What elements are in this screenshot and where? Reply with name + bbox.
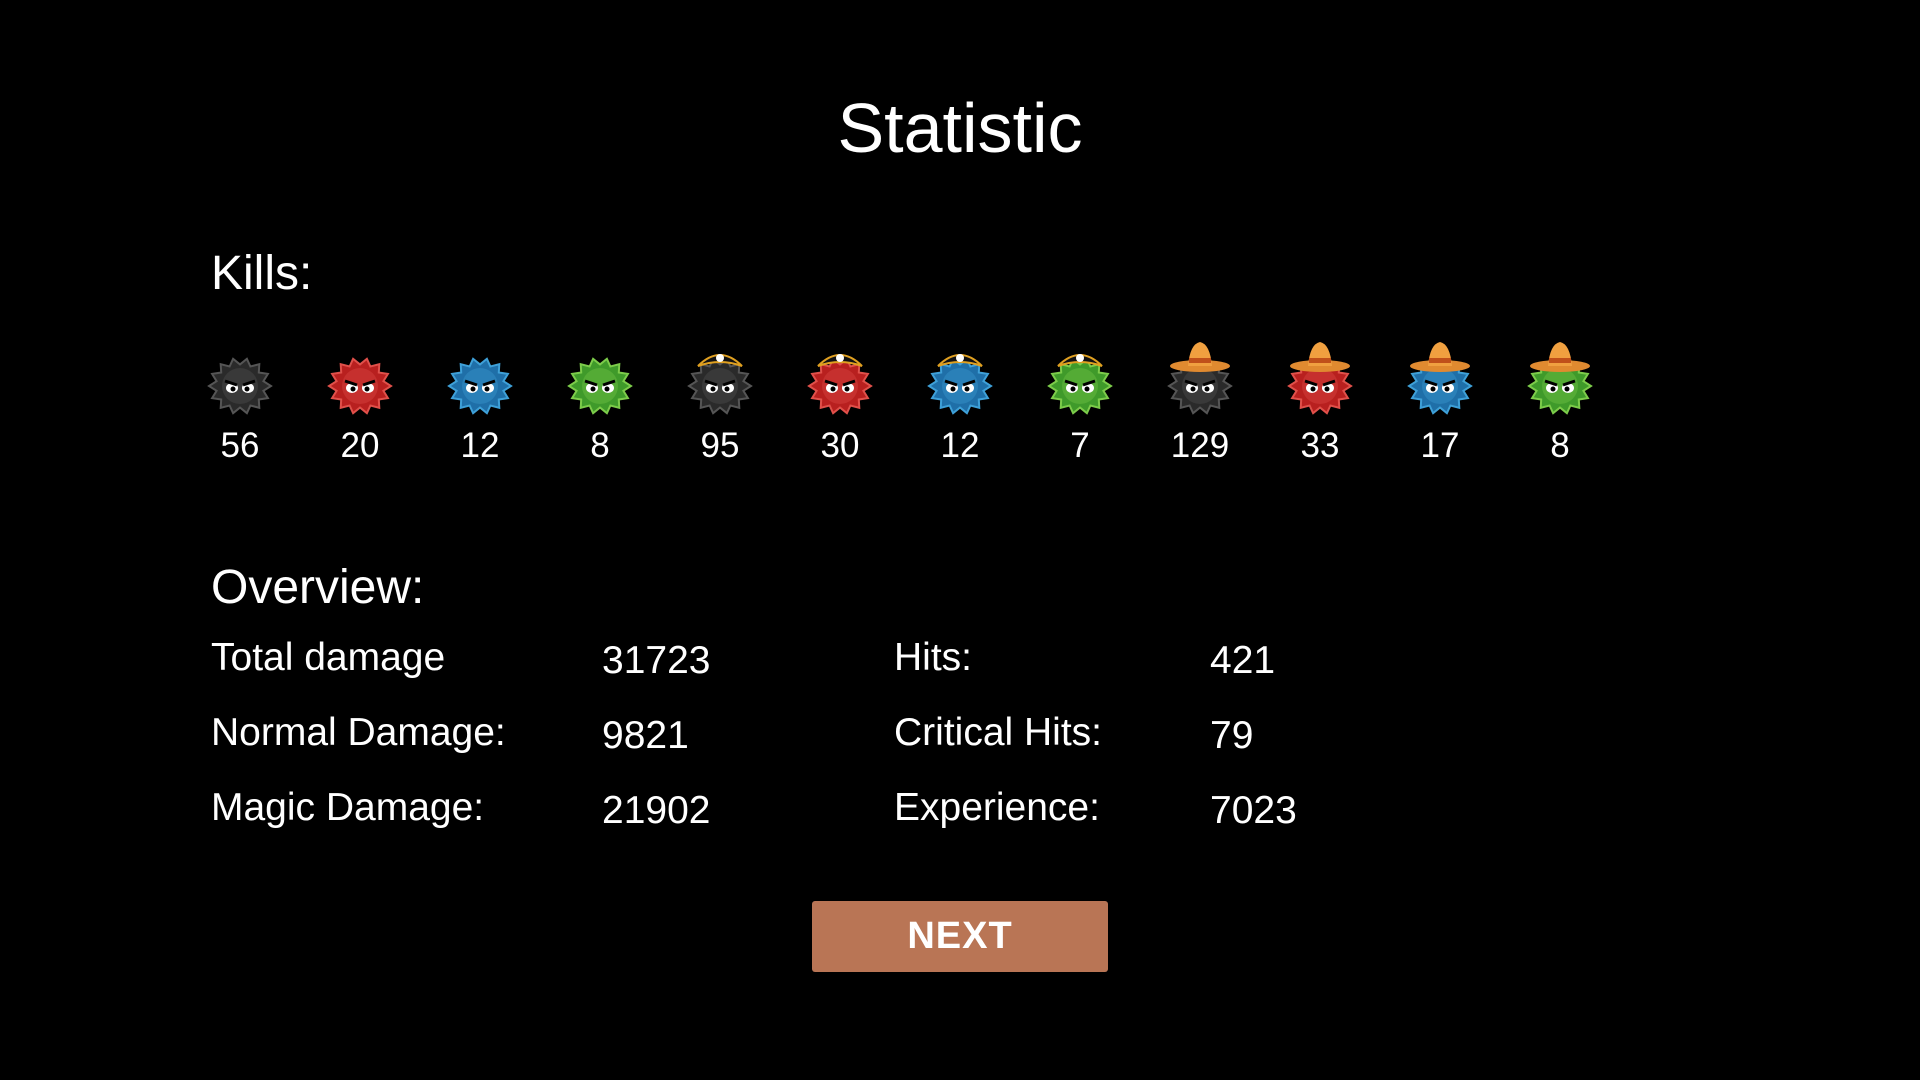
stat-label: Critical Hits: [894,711,1103,754]
stat-label: Magic Damage: [211,786,485,829]
kill-count: 12 [460,426,500,465]
monster-icon [687,354,753,415]
kill-count: 17 [1420,426,1460,465]
monster-icon [567,357,633,415]
monster-icon [1047,354,1113,415]
monster-icon [927,354,993,415]
monster-icon [1407,342,1473,415]
section-heading: Kills: [211,247,313,300]
section-heading: Overview: [211,561,425,614]
stat-value: 79 [1210,714,1254,757]
kill-count: 12 [940,426,980,465]
monster-icon [1167,342,1233,415]
stat-label: Hits: [894,636,972,679]
monster-icon [207,357,273,415]
kill-count: 33 [1300,426,1340,465]
stat-value: 31723 [602,639,711,682]
kill-count: 30 [820,426,860,465]
kill-count: 8 [590,426,610,465]
screen-title: Statistic [837,89,1083,167]
monster-icon [327,357,393,415]
monster-icon [447,357,513,415]
monster-icon [807,354,873,415]
stat-label: Normal Damage: [211,711,506,754]
next-button[interactable]: NEXT [812,901,1108,972]
monster-icon [1287,342,1353,415]
stat-value: 421 [1210,639,1276,682]
kill-count: 8 [1550,426,1570,465]
stat-label: Experience: [894,786,1100,829]
kill-count: 95 [700,426,740,465]
stat-value: 7023 [1210,789,1297,832]
kill-count: 129 [1170,426,1230,465]
kill-count: 7 [1070,426,1090,465]
stat-label: Total damage [211,636,446,679]
kill-count: 56 [220,426,260,465]
kill-count: 20 [340,426,380,465]
stat-value: 21902 [602,789,711,832]
monster-icon [1527,342,1593,415]
stat-value: 9821 [602,714,689,757]
